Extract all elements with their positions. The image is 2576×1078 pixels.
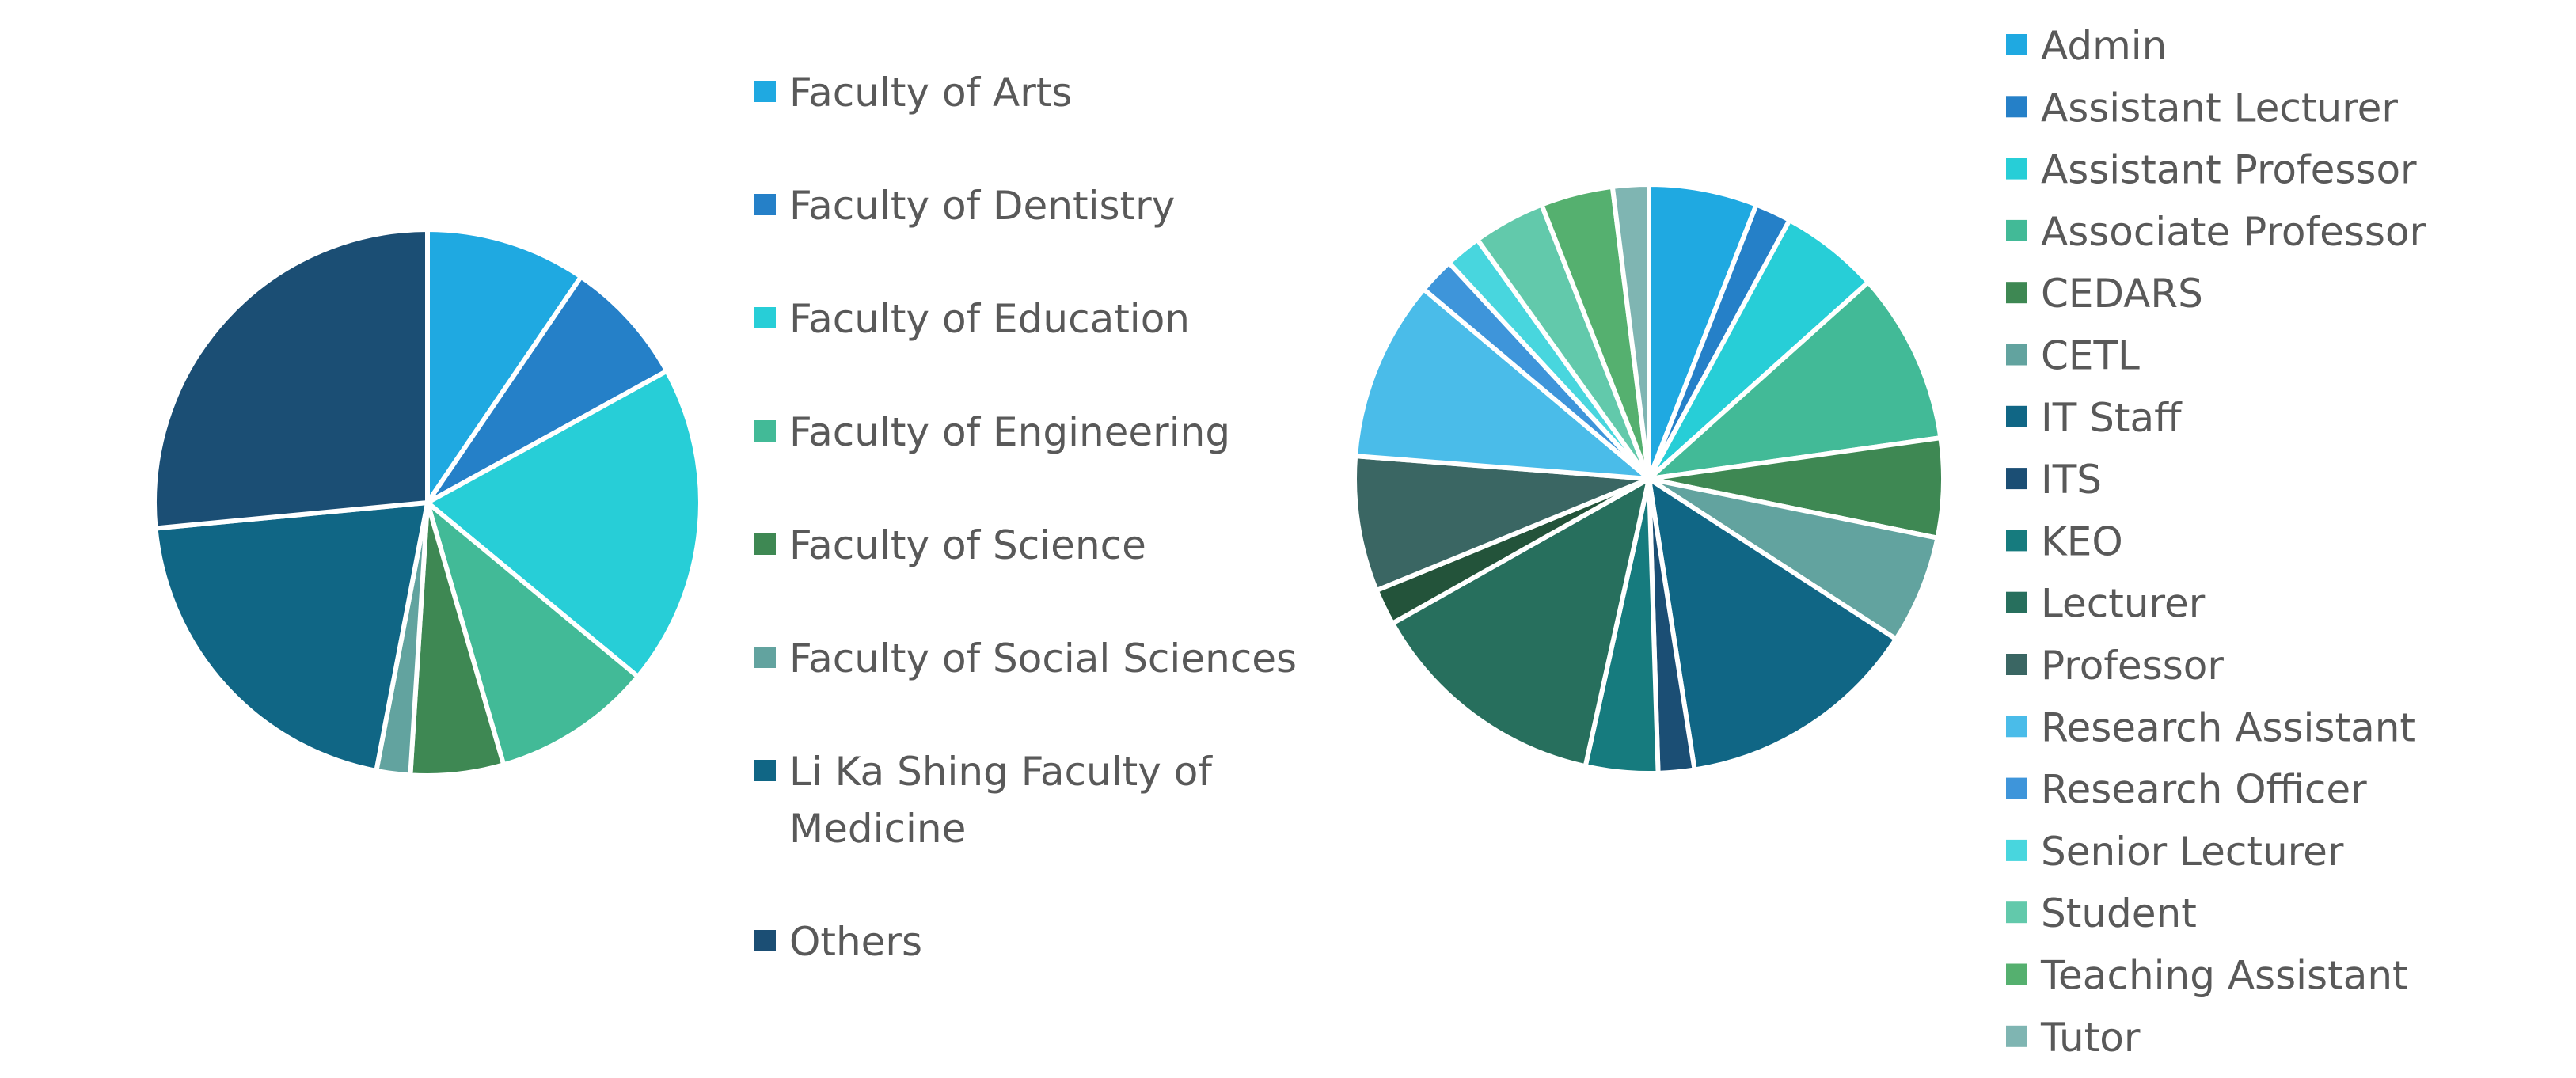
- legend-swatch-research-officer: [2006, 777, 2027, 799]
- pie-slice-tutor: [1609, 182, 1651, 481]
- legend-label-keo: KEO: [2041, 518, 2123, 564]
- pie-slice-associate-professor: [1647, 279, 1943, 481]
- legend-swatch-faculty-of-arts: [754, 81, 776, 102]
- legend-label-admin: Admin: [2041, 23, 2167, 69]
- legend-label-others: Others: [789, 919, 922, 965]
- pie-slice-it-staff: [1647, 476, 1899, 772]
- legend-label-faculty-of-education: Faculty of Education: [789, 296, 1190, 342]
- legend-label-teaching-assistant: Teaching Assistant: [2040, 953, 2408, 999]
- role-pie-chart: [1352, 182, 1946, 776]
- legend-swatch-it-staff: [2006, 405, 2027, 427]
- legend-label-faculty-of-social-sciences: Faculty of Social Sciences: [789, 636, 1297, 681]
- legend-swatch-faculty-of-social-sciences: [754, 647, 776, 668]
- legend-swatch-admin: [2006, 34, 2027, 55]
- legend-swatch-faculty-of-dentistry: [754, 194, 776, 215]
- legend-swatch-keo: [2006, 530, 2027, 552]
- legend-label-faculty-of-dentistry: Faculty of Dentistry: [789, 183, 1175, 229]
- legend-swatch-cedars: [2006, 282, 2027, 304]
- legend-label-research-officer: Research Officer: [2041, 767, 2367, 813]
- legend-swatch-faculty-of-science: [754, 533, 776, 555]
- legend-swatch-faculty-of-education: [754, 307, 776, 328]
- faculty-pie-chart: [152, 227, 703, 778]
- legend-swatch-others: [754, 930, 776, 951]
- legend-label-assistant-lecturer: Assistant Lecturer: [2041, 85, 2398, 131]
- legend-label-faculty-of-arts: Faculty of Arts: [789, 70, 1072, 116]
- legend-label-assistant-professor: Assistant Professor: [2041, 147, 2417, 193]
- legend-label-student: Student: [2041, 890, 2197, 936]
- faculty-legend: Faculty of Arts Faculty of Dentistry Facul…: [754, 70, 1297, 965]
- legend-swatch-lecturer: [2006, 591, 2027, 613]
- pie-slice-faculty-of-arts: [425, 227, 583, 505]
- legend-swatch-assistant-lecturer: [2006, 96, 2027, 118]
- legend-swatch-student: [2006, 901, 2027, 924]
- legend-swatch-senior-lecturer: [2006, 839, 2027, 861]
- pie-slice-faculty-of-education: [425, 368, 703, 679]
- pie-slice-professor: [1352, 454, 1651, 594]
- legend-label-cetl: CETL: [2041, 333, 2140, 379]
- role-legend: Admin Assistant Lecturer Assistant Profess…: [2006, 23, 2426, 1061]
- legend-swatch-faculty-of-engineering: [754, 420, 776, 442]
- legend-label-professor: Professor: [2041, 643, 2224, 689]
- legend-swatch-assistant-professor: [2006, 158, 2027, 180]
- pie-slice-others: [152, 227, 430, 531]
- legend-swatch-its: [2006, 468, 2027, 490]
- legend-label-lecturer: Lecturer: [2041, 581, 2206, 627]
- legend-swatch-li-ka-shing-faculty-of-medicine: [754, 760, 776, 781]
- legend-swatch-professor: [2006, 654, 2027, 675]
- legend-label-li-ka-shing-faculty-of-medicine: Li Ka Shing Faculty of Medicine: [789, 749, 1213, 852]
- pie-slice-faculty-of-engineering: [425, 500, 640, 768]
- legend-label-tutor: Tutor: [2040, 1015, 2141, 1061]
- legend-swatch-tutor: [2006, 1025, 2027, 1047]
- legend-label-its: ITS: [2041, 457, 2102, 503]
- legend-label-senior-lecturer: Senior Lecturer: [2041, 829, 2344, 875]
- legend-label-it-staff: IT Staff: [2041, 395, 2183, 441]
- legend-label-research-assistant: Research Assistant: [2041, 704, 2415, 750]
- legend-swatch-research-assistant: [2006, 716, 2027, 738]
- legend-label-faculty-of-engineering: Faculty of Engineering: [789, 409, 1230, 455]
- pie-slice-faculty-of-dentistry: [425, 274, 670, 505]
- pie-slice-research-assistant: [1353, 287, 1651, 481]
- legend-label-faculty-of-science: Faculty of Science: [789, 522, 1146, 568]
- legend-label-associate-professor: Associate Professor: [2041, 209, 2426, 255]
- legend-swatch-cetl: [2006, 344, 2027, 366]
- pie-slice-lecturer: [1389, 476, 1651, 769]
- legend-swatch-teaching-assistant: [2006, 963, 2027, 985]
- legend-label-cedars: CEDARS: [2041, 271, 2203, 317]
- legend-swatch-associate-professor: [2006, 219, 2027, 241]
- pie-slice-li-ka-shing-faculty-of-medicine: [153, 500, 430, 773]
